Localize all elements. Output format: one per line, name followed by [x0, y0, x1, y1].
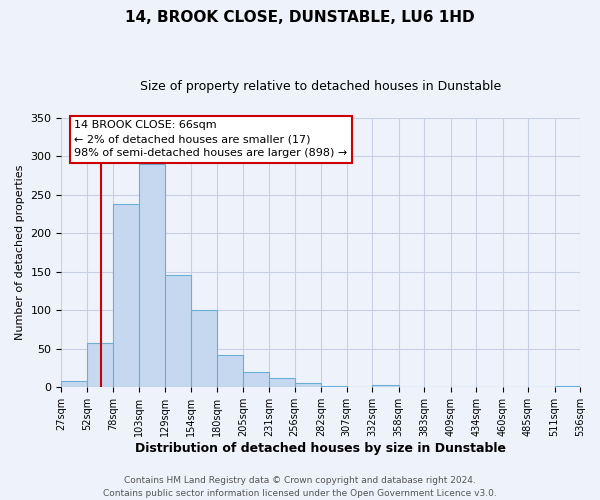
X-axis label: Distribution of detached houses by size in Dunstable: Distribution of detached houses by size … — [135, 442, 506, 455]
Bar — [217, 355, 243, 388]
Bar — [321, 386, 347, 388]
Bar — [113, 204, 139, 388]
Bar — [191, 310, 217, 388]
Bar — [372, 385, 398, 388]
Text: Contains HM Land Registry data © Crown copyright and database right 2024.
Contai: Contains HM Land Registry data © Crown c… — [103, 476, 497, 498]
Bar — [398, 386, 424, 388]
Text: 14, BROOK CLOSE, DUNSTABLE, LU6 1HD: 14, BROOK CLOSE, DUNSTABLE, LU6 1HD — [125, 10, 475, 25]
Y-axis label: Number of detached properties: Number of detached properties — [15, 165, 25, 340]
Bar — [295, 382, 321, 388]
Text: 14 BROOK CLOSE: 66sqm
← 2% of detached houses are smaller (17)
98% of semi-detac: 14 BROOK CLOSE: 66sqm ← 2% of detached h… — [74, 120, 347, 158]
Bar — [243, 372, 269, 388]
Bar — [166, 275, 191, 388]
Bar — [269, 378, 295, 388]
Bar — [554, 386, 580, 388]
Bar — [139, 164, 166, 388]
Title: Size of property relative to detached houses in Dunstable: Size of property relative to detached ho… — [140, 80, 502, 93]
Bar — [61, 381, 87, 388]
Bar — [87, 344, 113, 388]
